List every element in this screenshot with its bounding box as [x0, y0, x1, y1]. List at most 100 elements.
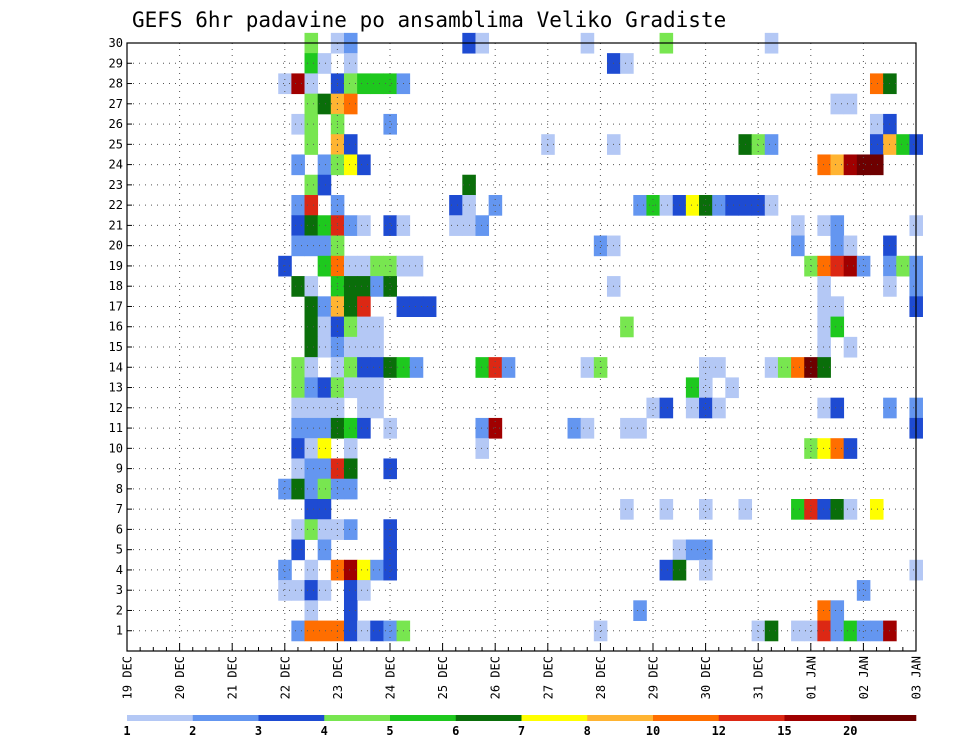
heatmap-cell: [699, 559, 713, 581]
heatmap-cell: [317, 215, 332, 236]
heatmap-cell: [304, 215, 319, 236]
heatmap-cell: [620, 316, 634, 338]
colorbar-label: 1: [123, 724, 130, 738]
heatmap-cell: [317, 438, 332, 459]
heatmap-cell: [317, 336, 332, 358]
heatmap-cell: [343, 154, 358, 176]
heatmap-cell: [304, 580, 319, 601]
heatmap-cell: [291, 215, 305, 236]
heatmap-cell: [869, 73, 884, 95]
y-tick-label: 5: [116, 543, 123, 557]
heatmap-cell: [317, 93, 332, 115]
heatmap-cell: [830, 255, 845, 277]
y-tick-label: 14: [109, 360, 123, 374]
colorbar-label: 15: [777, 724, 791, 738]
heatmap-cell: [304, 600, 319, 621]
heatmap-cell: [869, 134, 884, 155]
heatmap-cell: [896, 255, 910, 277]
colorbar-label: 6: [452, 724, 459, 738]
heatmap-cell: [580, 357, 595, 378]
y-tick-label: 27: [109, 97, 123, 111]
y-tick-label: 8: [116, 482, 123, 496]
heatmap-cell: [317, 377, 332, 399]
heatmap-cell: [764, 134, 779, 155]
heatmap-cell: [343, 519, 358, 540]
heatmap-cell: [817, 296, 831, 317]
heatmap-cell: [817, 336, 831, 358]
heatmap-cell: [633, 195, 647, 216]
heatmap-cell: [317, 316, 332, 338]
y-tick-label: 29: [109, 56, 123, 70]
heatmap-cell: [830, 316, 845, 338]
heatmap-cell: [896, 134, 910, 155]
heatmap-cell: [370, 316, 384, 338]
heatmap-cell: [317, 174, 332, 196]
heatmap-cell: [291, 195, 305, 216]
colorbar-label: 8: [584, 724, 591, 738]
heatmap-cell: [304, 316, 319, 338]
heatmap-cell: [383, 620, 397, 642]
x-tick-label: 23 DEC: [331, 656, 345, 699]
heatmap-cell: [317, 499, 332, 520]
heatmap-cell: [383, 458, 397, 480]
heatmap-cell: [620, 417, 634, 439]
colorbar-swatch: [455, 715, 522, 721]
heatmap-cell: [343, 478, 358, 500]
heatmap-cell: [291, 620, 305, 642]
heatmap-cell: [343, 255, 358, 277]
heatmap-cell: [817, 357, 831, 378]
heatmap-cell: [712, 397, 726, 419]
heatmap-cell: [685, 539, 700, 561]
heatmap-cell: [817, 620, 831, 642]
heatmap-cell: [383, 255, 397, 277]
heatmap-cell: [791, 499, 805, 520]
heatmap-cell: [659, 559, 674, 581]
y-tick-label: 24: [109, 158, 123, 172]
colorbar-label: 12: [712, 724, 726, 738]
y-tick-label: 28: [109, 77, 123, 91]
heatmap-cell: [475, 357, 490, 378]
heatmap-cell: [764, 620, 779, 642]
heatmap-cell: [343, 296, 358, 317]
y-tick-label: 13: [109, 381, 123, 395]
heatmap-cell: [843, 620, 858, 642]
heatmap-cell: [291, 580, 305, 601]
heatmap-cell: [317, 154, 332, 176]
heatmap-cell: [370, 559, 384, 581]
heatmap-cell: [725, 377, 739, 399]
heatmap-cell: [317, 235, 332, 257]
heatmap-cell: [291, 519, 305, 540]
heatmap-cell: [383, 113, 397, 135]
heatmap-cell: [343, 580, 358, 601]
colorbar: 1 2 3 4 5 6 7 8 10 12 15 20: [123, 715, 917, 738]
heatmap-cell: [304, 73, 319, 95]
heatmap-cell: [541, 134, 555, 155]
heatmap-cell: [291, 357, 305, 378]
colorbar-label: 2: [189, 724, 196, 738]
heatmap-cell: [764, 357, 779, 378]
heatmap-cell: [869, 113, 884, 135]
heatmap-cell: [278, 478, 292, 500]
colorbar-swatch: [653, 715, 720, 721]
heatmap-cell: [869, 499, 884, 520]
heatmap-cell: [343, 438, 358, 459]
heatmap-cell: [317, 519, 332, 540]
colorbar-swatch: [192, 715, 259, 721]
heatmap-cell: [304, 377, 319, 399]
heatmap-cell: [278, 580, 292, 601]
heatmap-cell: [830, 438, 845, 459]
y-tick-label: 25: [109, 137, 123, 151]
plot-frame: [126, 42, 917, 652]
heatmap-cell: [475, 438, 490, 459]
y-tick-label: 16: [109, 320, 123, 334]
heatmap-cell: [817, 215, 831, 236]
colorbar-swatch: [324, 715, 391, 721]
heatmap-cell: [830, 154, 845, 176]
heatmap-cell: [751, 134, 766, 155]
colorbar-label: 10: [646, 724, 660, 738]
colorbar-swatch: [587, 715, 654, 721]
heatmap-cell: [791, 235, 805, 257]
heatmap-cell: [304, 53, 319, 74]
heatmap-cell: [291, 377, 305, 399]
heatmap-cell: [817, 600, 831, 621]
